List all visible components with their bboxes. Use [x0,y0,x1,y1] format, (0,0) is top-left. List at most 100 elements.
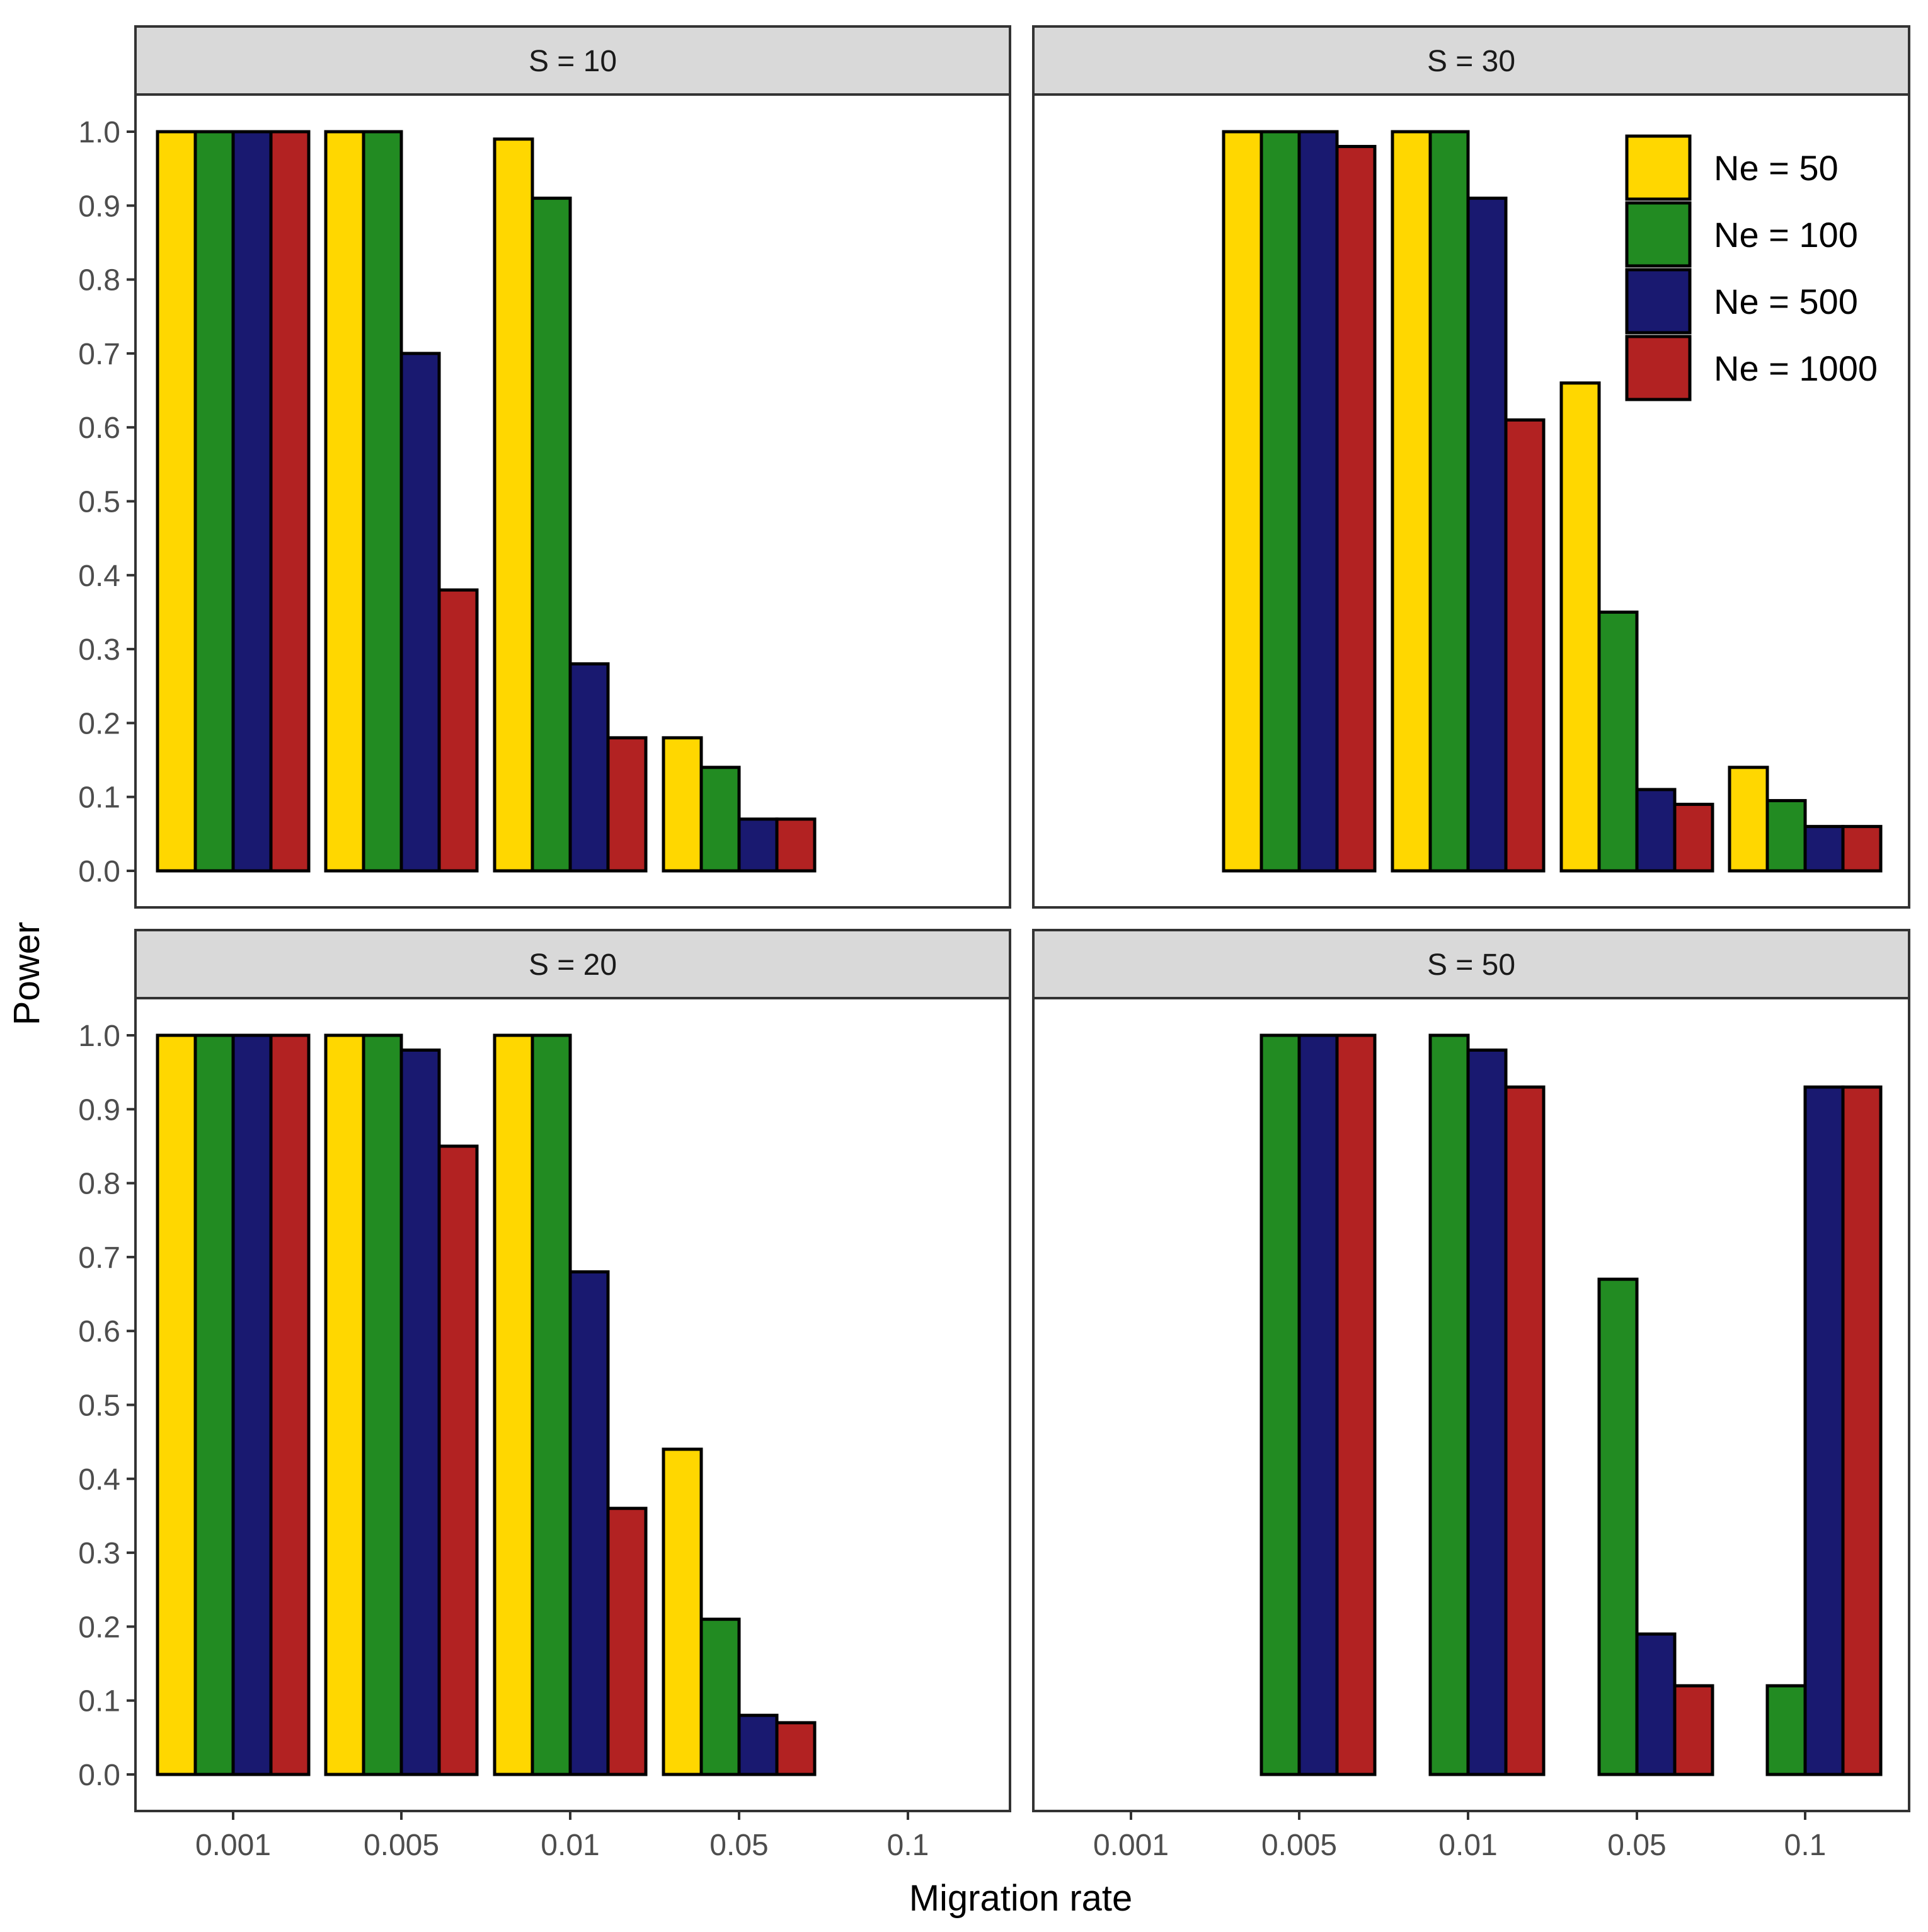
legend-label: Ne = 500 [1714,282,1858,321]
y-tick-label: 0.1 [78,1685,120,1718]
bar [1466,1048,1508,1776]
facet-strip [134,929,1011,999]
x-tick-label: 0.005 [1261,1829,1337,1862]
bar [1297,1033,1339,1776]
legend-key [1625,335,1692,401]
y-tick-label: 0.6 [78,411,120,445]
bar [1428,130,1470,873]
y-tick-label: 0.3 [78,633,120,667]
bar [1597,1277,1639,1776]
bar [606,1507,648,1776]
bar [156,1033,197,1776]
y-tick-label: 0.7 [78,1241,120,1275]
y-tick-label: 0.0 [78,1759,120,1792]
bar [531,197,572,873]
bar [1803,1085,1845,1776]
x-tick-label: 0.1 [1784,1829,1827,1862]
bar [1765,1684,1807,1776]
bar [662,736,703,873]
bar [699,1618,741,1776]
panel-s10: S = 10 [134,25,1011,909]
bar [1673,802,1714,873]
bar [493,137,534,873]
legend-label: Ne = 1000 [1714,348,1878,388]
y-tick-label: 0.1 [78,781,120,815]
bar [1297,130,1339,873]
bar [231,1033,273,1776]
legend: Ne = 50 Ne = 100 Ne = 500 Ne = 1000 [1625,134,1878,401]
panels-layer: S = 10 S = 30 S = 20 S = 50 [134,25,1910,1812]
bar [737,817,779,873]
bar [156,130,197,873]
bar [1841,1085,1883,1776]
bar [1841,825,1883,873]
y-tick-label: 1.0 [78,116,120,149]
bar [1635,1632,1677,1776]
y-tick-label: 0.4 [78,1463,120,1497]
bar [1260,1033,1301,1776]
bar [699,766,741,873]
facet-title: S = 30 [1427,45,1515,78]
bar [1335,144,1377,873]
y-tick-label: 0.5 [78,486,120,519]
x-tick-label: 0.001 [195,1829,271,1862]
x-tick-label: 0.001 [1093,1829,1169,1862]
x-tick-label: 0.05 [709,1829,768,1862]
bar [399,352,441,873]
facet-strip [1032,25,1910,96]
bar [1335,1033,1377,1776]
facet-title: S = 50 [1427,948,1515,982]
facet-title: S = 20 [529,948,617,982]
y-tick-label: 0.9 [78,1093,120,1127]
facet-title: S = 10 [529,45,617,78]
panel-s20: S = 20 [134,929,1011,1812]
bar [1428,1033,1470,1776]
bar [531,1033,572,1776]
y-tick-label: 0.2 [78,707,120,740]
bar [269,1033,311,1776]
bar [1559,381,1601,873]
legend-key [1625,201,1692,268]
bar [324,130,365,873]
legend-label: Ne = 100 [1714,215,1858,255]
y-axis-title: Power [6,922,47,1025]
bar [737,1713,779,1776]
y-tick-label: 1.0 [78,1020,120,1053]
y-tick-label: 0.5 [78,1389,120,1423]
y-tick-label: 0.7 [78,338,120,371]
bar [437,1144,479,1776]
bar [231,130,273,873]
bar [1597,610,1639,873]
bar [1391,130,1432,873]
x-tick-label: 0.005 [364,1829,439,1862]
facet-strip [1032,929,1910,999]
panel-s30: S = 30 [1032,25,1910,909]
bar [399,1048,441,1776]
bar [437,588,479,873]
bar [269,130,311,873]
y-tick-label: 0.3 [78,1537,120,1570]
bar [568,1270,610,1776]
x-axis-title: Migration rate [909,1878,1133,1919]
x-tick-label: 0.01 [1438,1829,1497,1862]
bar [1765,799,1807,873]
bar [662,1447,703,1776]
axes-layer: 0.0 0.1 0.2 0.3 0.4 0.5 0.6 0.7 0.8 0.9 1.0 0.0 0.1 0… [78,116,1826,1862]
legend-label: Ne = 50 [1714,148,1839,188]
bar [193,1033,235,1776]
bar [775,1721,817,1776]
y-tick-label: 0.4 [78,560,120,593]
bar [1222,130,1263,873]
bar [1504,1085,1546,1776]
panel-border [1032,93,1910,909]
bar [362,130,403,873]
legend-key [1625,268,1692,335]
bar [568,662,610,873]
bar [1504,418,1546,873]
bar [1466,197,1508,873]
bar [1260,130,1301,873]
y-tick-label: 0.2 [78,1611,120,1644]
y-tick-label: 0.6 [78,1315,120,1348]
panel-s50: S = 50 [1032,929,1910,1812]
